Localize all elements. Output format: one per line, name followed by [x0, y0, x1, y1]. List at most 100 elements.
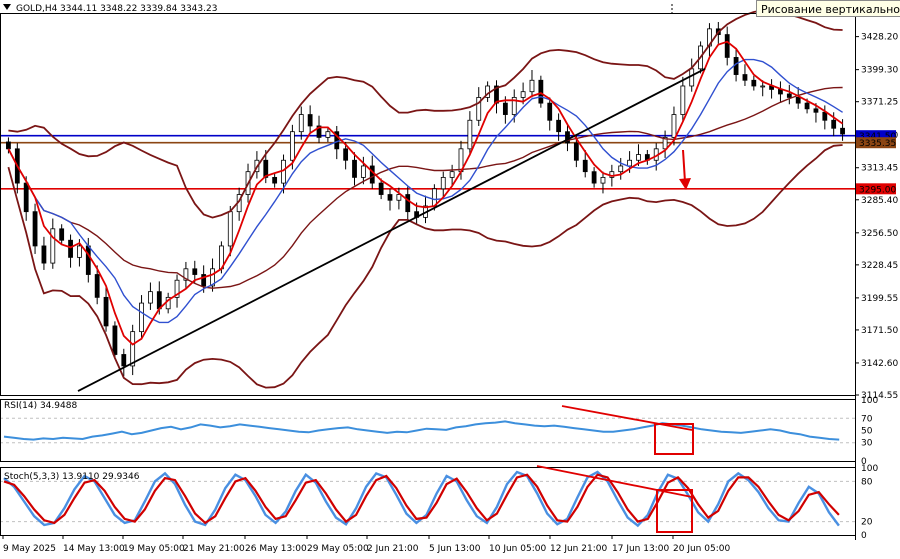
rsi-divergence-line: [561, 405, 693, 431]
stoch-tick-label: 100: [861, 464, 878, 474]
candle-body: [547, 102, 553, 121]
candle-body: [41, 245, 47, 264]
price-tick-label: 3199.55: [861, 294, 898, 304]
candle-body: [130, 331, 136, 367]
candle-body: [502, 102, 508, 115]
candle-body: [431, 188, 437, 207]
price-tick-label: 3285.40: [861, 196, 898, 206]
stoch-tick-label: 0: [861, 531, 867, 541]
candle-body: [387, 194, 393, 201]
candle-body: [556, 119, 562, 133]
candle-body: [689, 68, 695, 87]
time-tick-label: 17 Jun 13:00: [612, 544, 669, 554]
candle-body: [50, 228, 56, 264]
candle-body: [449, 171, 455, 178]
candle-body: [529, 79, 535, 93]
candle-body: [139, 302, 144, 333]
candle-body: [289, 131, 295, 161]
time-tick-label: 29 May 05:00: [307, 544, 369, 554]
price-panel: [0, 9, 855, 389]
candle-body: [396, 194, 402, 201]
down-arrow-line: [682, 149, 686, 183]
support-price-label-bg: [856, 183, 896, 195]
rsi-highlight-box: [654, 423, 694, 455]
candle-body: [786, 93, 792, 98]
candle-body: [662, 137, 668, 150]
stoch-signal-line: [3, 473, 840, 525]
candle-body: [343, 148, 349, 161]
bollinger-lower-band: [7, 144, 843, 389]
time-tick-label: 10 Jun 05:00: [489, 544, 546, 554]
candle-body: [742, 74, 748, 81]
candle-body: [121, 354, 127, 367]
time-tick-label: 14 May 13:00: [63, 544, 125, 554]
bid-price-label-bg: [856, 130, 896, 142]
time-tick-label: 26 May 13:00: [245, 544, 307, 554]
candle-body: [405, 194, 411, 213]
time-tick-label: 21 May 21:00: [183, 544, 245, 554]
candle-body: [369, 165, 375, 184]
rsi-title: RSI(14) 34.9488: [4, 401, 77, 411]
candle-body: [627, 159, 632, 167]
stoch-highlight-box: [656, 489, 693, 533]
candle-body: [334, 131, 340, 150]
candle-body: [378, 182, 384, 195]
candle-body: [813, 108, 819, 113]
stoch-tick-label: 80: [861, 477, 873, 487]
candle-body: [85, 245, 91, 275]
bid-price-label: 3341.50: [859, 132, 896, 142]
candle-body: [68, 239, 73, 258]
price-tick-label: 3399.30: [861, 66, 898, 76]
candle-body: [103, 296, 109, 327]
candle-body: [360, 165, 366, 178]
symbol-timeframe: GOLD,H4: [16, 4, 58, 14]
bollinger-upper-band: [8, 9, 843, 219]
time-tick-label: 20 Jun 05:00: [673, 544, 730, 554]
candle-body: [272, 176, 278, 184]
candle-body: [724, 34, 730, 58]
moving-average-fast: [7, 40, 844, 346]
candle-body: [94, 274, 100, 298]
moving-average-slow: [7, 58, 843, 324]
rsi-tick-label: 70: [861, 414, 873, 424]
stoch-tick-label: 20: [861, 518, 873, 528]
candle-body: [112, 325, 118, 355]
candle-body: [538, 79, 544, 104]
rsi-line: [3, 420, 840, 441]
price-tick-label: 3142.60: [861, 359, 898, 369]
candle-body: [822, 111, 828, 121]
candle-body: [573, 142, 579, 161]
candle-body: [804, 102, 810, 110]
price-tick-label: 3171.50: [861, 326, 898, 336]
candle-body: [565, 131, 570, 144]
candle-body: [671, 114, 677, 138]
time-tick-label: 2 Jun 21:00: [367, 544, 419, 554]
bollinger-middle-band: [7, 86, 843, 289]
level-price-label-bg: [856, 137, 896, 149]
candle-body: [636, 154, 641, 161]
time-tick-label: 19 May 05:00: [123, 544, 185, 554]
rsi-tick-label: 0: [861, 457, 867, 467]
candle-body: [32, 211, 38, 247]
candle-body: [23, 182, 29, 213]
stoch-title: Stoch(5,3,3) 13.9110 29.9346: [4, 472, 140, 482]
candle-body: [831, 119, 837, 129]
rsi-tick-label: 50: [861, 427, 873, 437]
candle-body: [680, 85, 686, 115]
candle-body: [263, 159, 269, 178]
price-tick-label: 3256.50: [861, 229, 898, 239]
candle-body: [192, 268, 198, 275]
price-tick-label: 3228.45: [861, 261, 898, 271]
time-tick-label: 9 May 2025: [3, 544, 56, 554]
support-price-label: 3295.00: [859, 185, 896, 195]
candle-body: [618, 165, 624, 173]
stochastic-panel: [0, 470, 855, 528]
price-tick-label: 3371.25: [861, 98, 898, 108]
candle-body: [6, 141, 11, 150]
tooltip-draw-vertical-line: Рисование вертикальной л: [756, 0, 900, 17]
candle-body: [281, 159, 286, 184]
candle-body: [467, 119, 473, 150]
